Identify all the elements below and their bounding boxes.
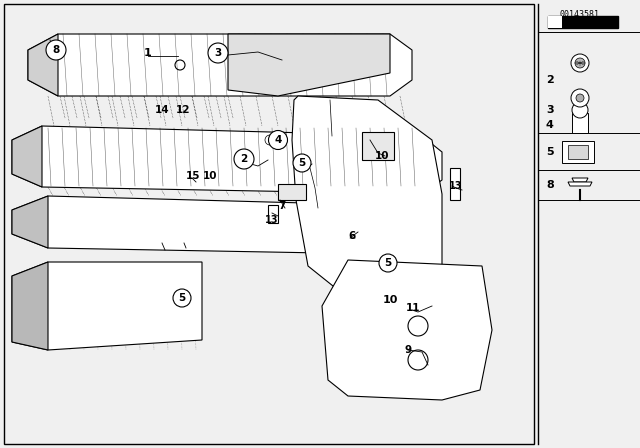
Text: 10: 10 (382, 295, 397, 305)
Polygon shape (12, 262, 48, 350)
Circle shape (173, 289, 191, 307)
Circle shape (293, 154, 311, 172)
Text: 2: 2 (241, 154, 248, 164)
Text: 11: 11 (406, 303, 420, 313)
Circle shape (234, 149, 254, 169)
Text: 3: 3 (546, 105, 554, 115)
Polygon shape (12, 126, 442, 194)
Bar (4, 4, 534, 444)
Circle shape (379, 254, 397, 272)
Bar (562, 141, 594, 163)
Text: 9: 9 (404, 345, 412, 355)
Text: 13: 13 (265, 215, 279, 225)
Bar (268, 205, 278, 223)
Text: 14: 14 (155, 105, 170, 115)
Bar (278, 184, 306, 200)
Polygon shape (28, 34, 412, 96)
Circle shape (208, 43, 228, 63)
Bar (572, 113, 588, 133)
Circle shape (575, 58, 585, 68)
Text: 13: 13 (449, 181, 463, 191)
Circle shape (572, 102, 588, 118)
Polygon shape (228, 34, 390, 96)
Text: 12: 12 (176, 105, 190, 115)
Circle shape (571, 89, 589, 107)
Polygon shape (292, 96, 442, 310)
Text: 7: 7 (278, 201, 285, 211)
Polygon shape (322, 260, 492, 400)
Polygon shape (12, 196, 400, 254)
Circle shape (265, 135, 275, 145)
Text: 00143581: 00143581 (560, 9, 600, 18)
Text: 3: 3 (214, 48, 221, 58)
Polygon shape (568, 182, 592, 186)
Bar (548, 16, 618, 28)
Text: 2: 2 (546, 75, 554, 85)
Text: 6: 6 (348, 231, 356, 241)
Text: 4: 4 (275, 135, 282, 145)
Text: 8: 8 (52, 45, 60, 55)
Polygon shape (572, 178, 588, 182)
Circle shape (269, 130, 287, 150)
Text: 5: 5 (179, 293, 186, 303)
Polygon shape (12, 196, 48, 248)
Text: 8: 8 (546, 180, 554, 190)
Circle shape (576, 94, 584, 102)
Polygon shape (12, 126, 42, 187)
Polygon shape (28, 34, 58, 96)
Text: 5: 5 (546, 147, 554, 157)
Bar (450, 168, 460, 200)
Text: 4: 4 (546, 120, 554, 130)
Polygon shape (12, 262, 202, 350)
Text: 10: 10 (375, 151, 389, 161)
Bar (548, 16, 562, 28)
Circle shape (46, 40, 66, 60)
Circle shape (571, 54, 589, 72)
Bar (362, 132, 394, 160)
Text: 15: 15 (186, 171, 200, 181)
Text: 5: 5 (385, 258, 392, 268)
Text: 5: 5 (298, 158, 306, 168)
Bar (568, 145, 588, 159)
Text: 1: 1 (144, 48, 152, 58)
Text: 10: 10 (203, 171, 217, 181)
